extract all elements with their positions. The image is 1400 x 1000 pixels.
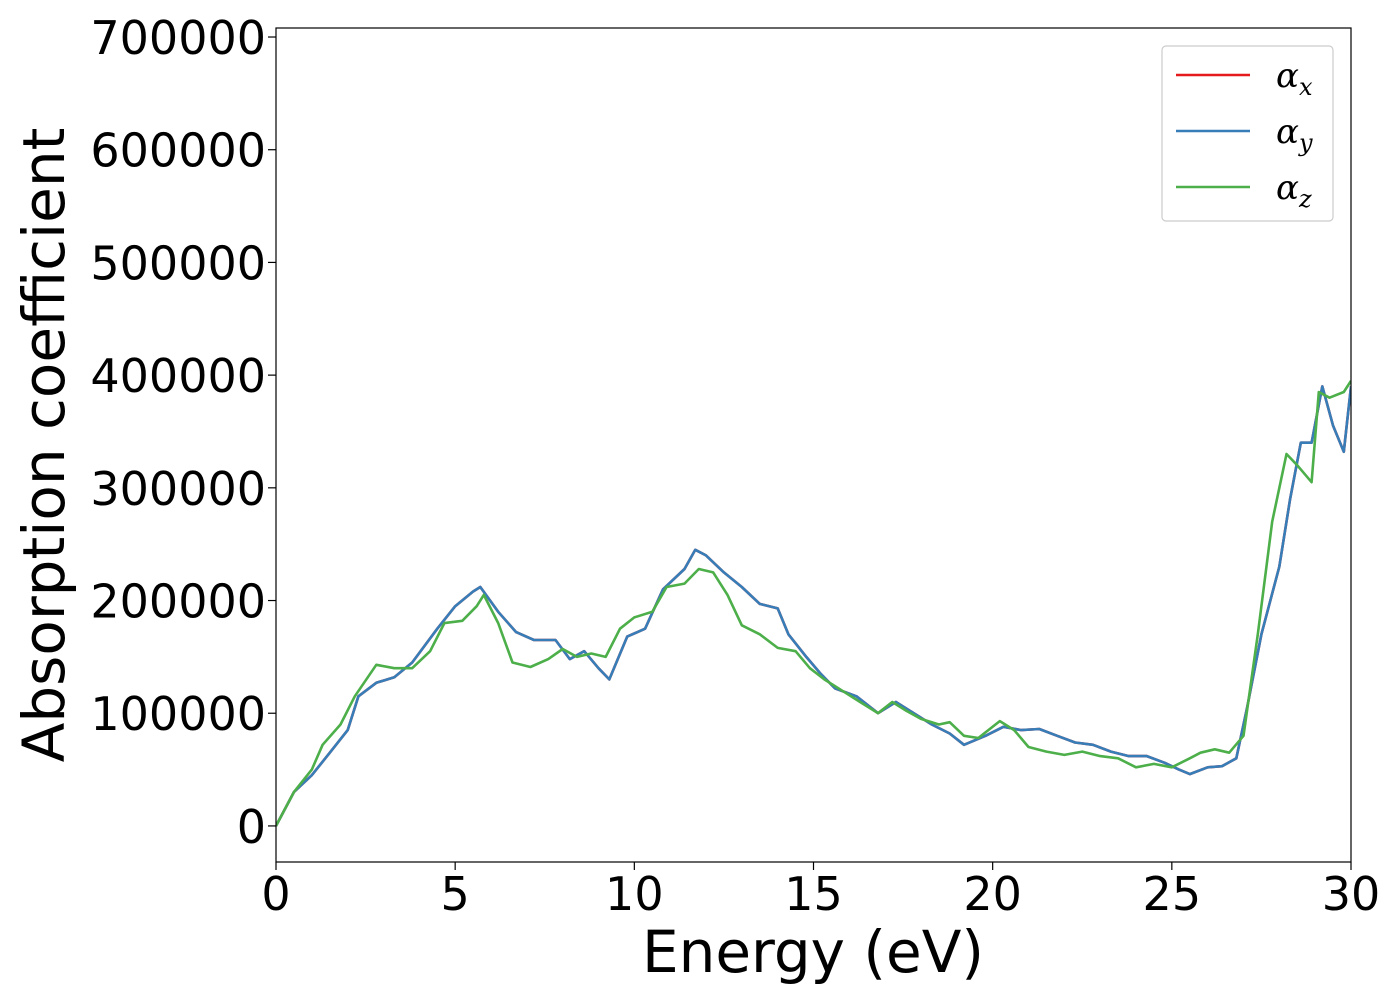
y-tick-label: 100000 (90, 687, 266, 741)
plot-area (276, 380, 1351, 827)
legend-label: αx (1276, 56, 1313, 101)
x-tick-label: 30 (1322, 867, 1381, 921)
y-tick-label: 700000 (90, 11, 266, 65)
x-tick-label: 15 (784, 867, 843, 921)
y-tick-label: 300000 (90, 462, 266, 516)
x-axis-label: Energy (eV) (642, 918, 984, 986)
legend-item-x: αx (1176, 56, 1313, 101)
y-tick-label: 400000 (90, 349, 266, 403)
axes: 0 5 10 15 20 25 30 0 100000 200000 300000 400000 500… (90, 11, 1380, 921)
series-line-y (276, 385, 1351, 827)
x-tick-label: 20 (963, 867, 1022, 921)
x-tick-label: 10 (605, 867, 664, 921)
x-tick-label: 5 (441, 867, 470, 921)
y-tick-label: 0 (237, 800, 266, 854)
y-axis-label: Absorption coefficient (10, 128, 78, 763)
series-line-z (276, 380, 1351, 827)
x-tick-label: 25 (1143, 867, 1202, 921)
y-tick-label: 500000 (90, 236, 266, 290)
y-tick-label: 600000 (90, 124, 266, 178)
legend-box (1161, 45, 1334, 222)
y-tick-label: 200000 (90, 575, 266, 629)
series-line-x (276, 385, 1351, 827)
x-tick-label: 0 (261, 867, 290, 921)
